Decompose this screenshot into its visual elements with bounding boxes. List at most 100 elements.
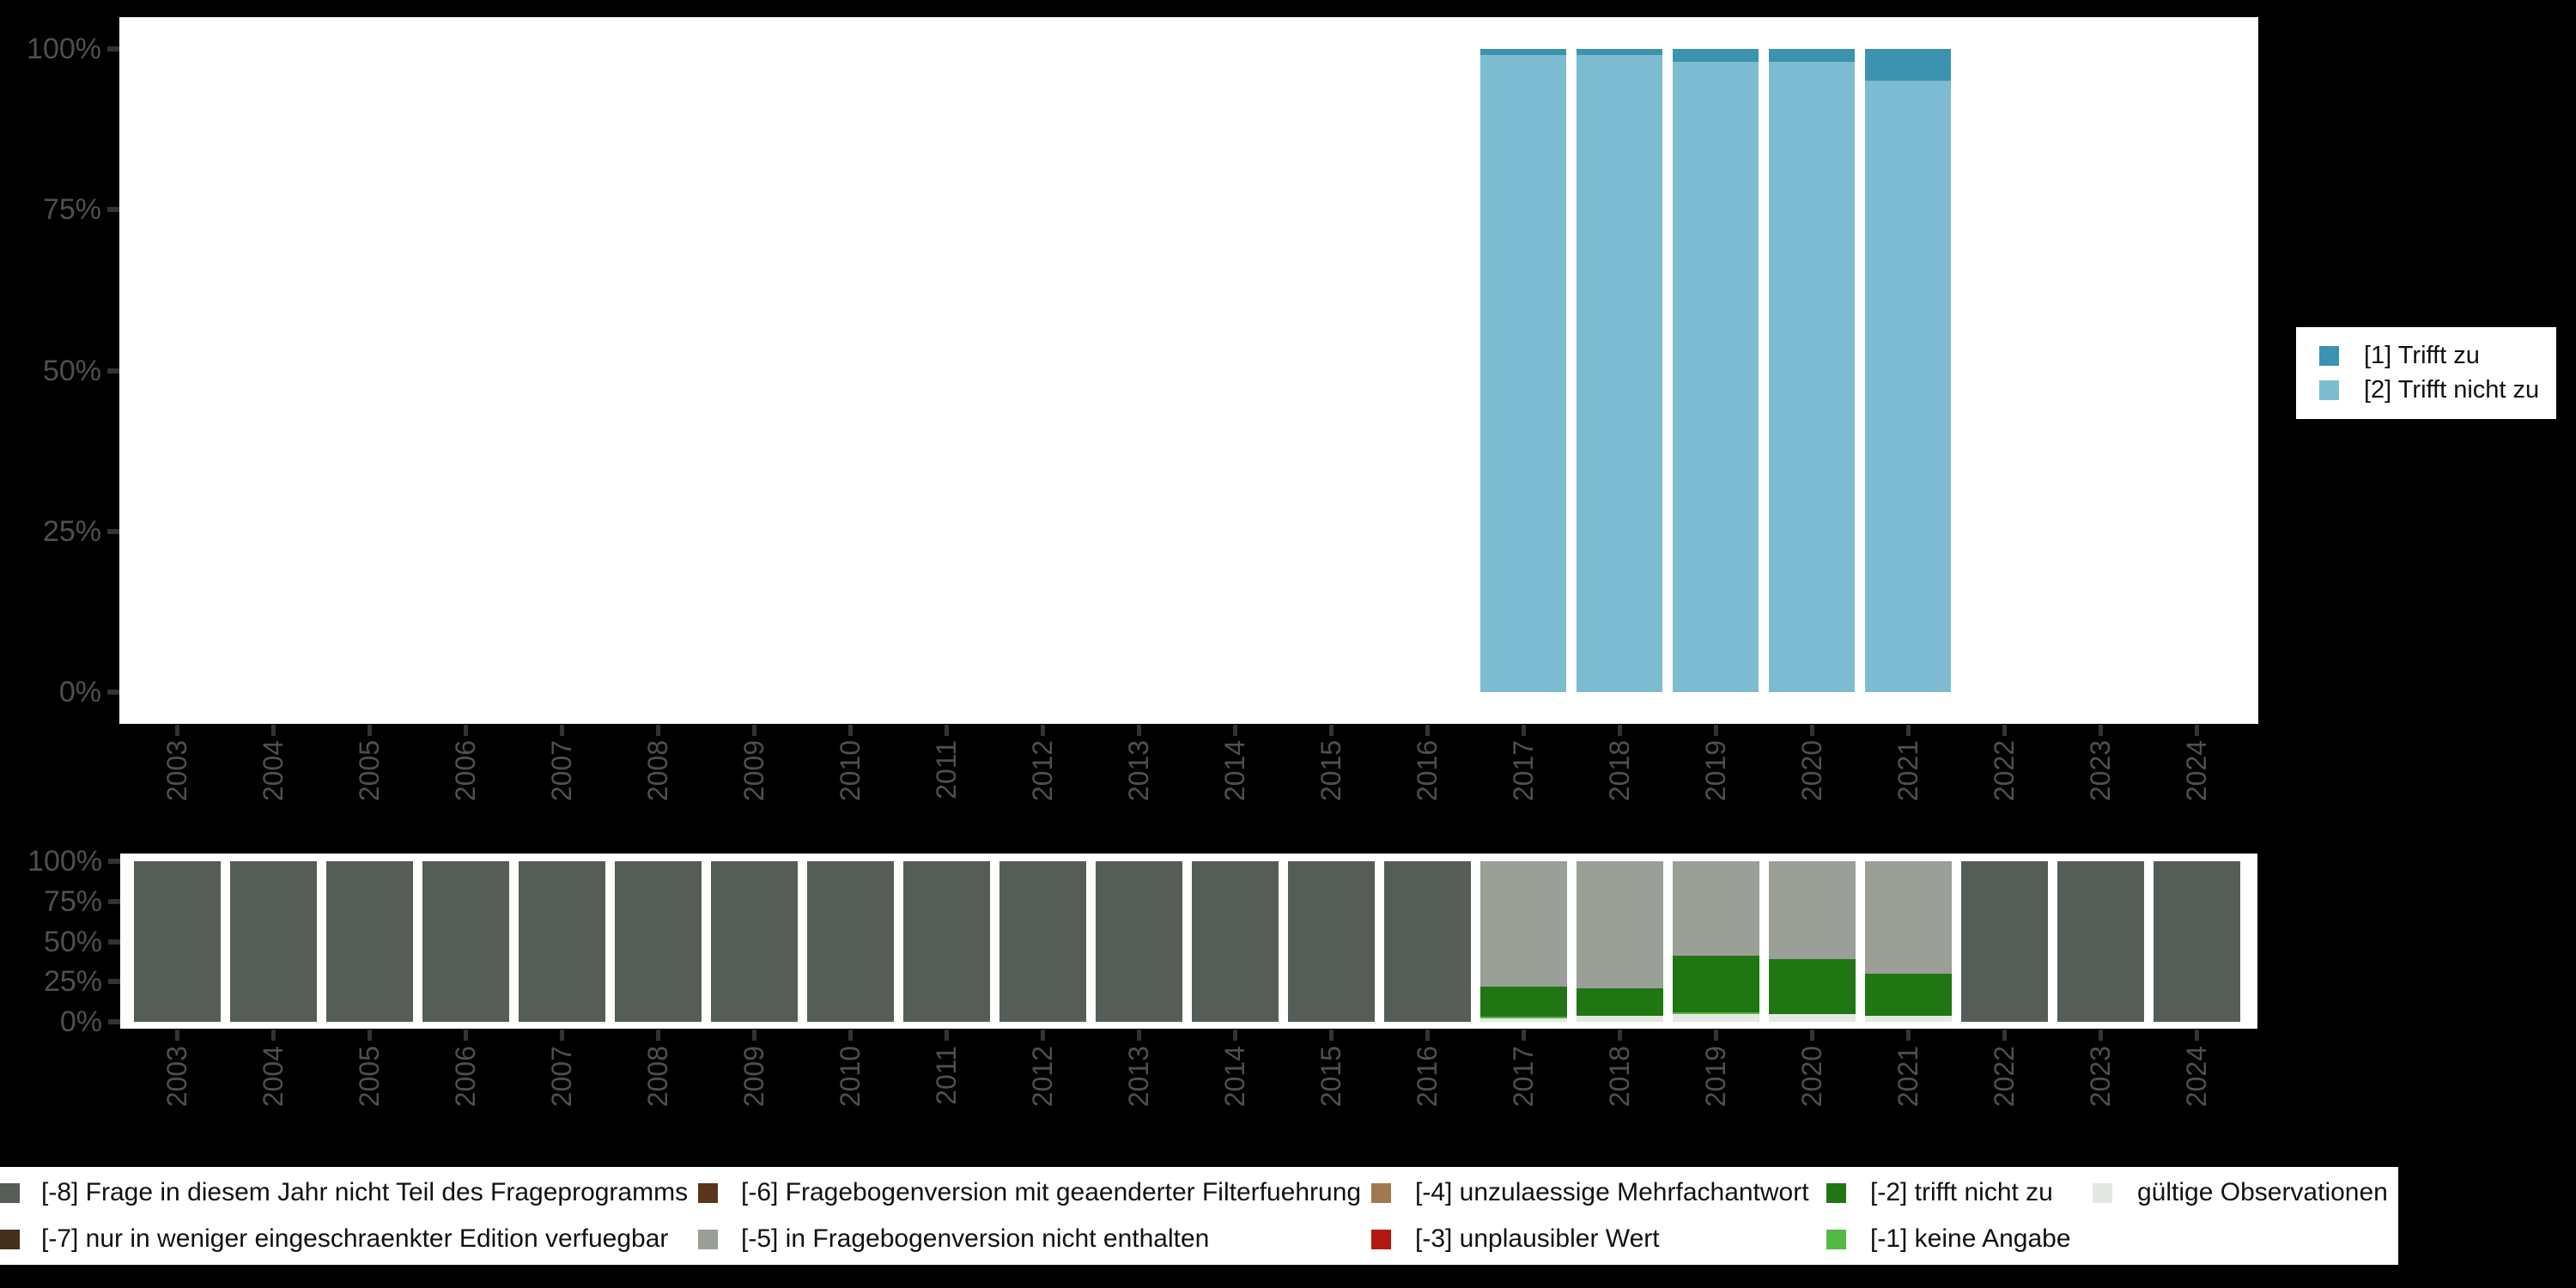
- legend-item-trifft-zu: [1] Trifft zu: [2296, 342, 2556, 370]
- x-axis-tick: [945, 725, 949, 736]
- missing-legend-swatch-icon: [1371, 1183, 1391, 1203]
- y-axis-tick-label: 100%: [27, 33, 101, 65]
- missing-legend-swatch-icon: [1826, 1183, 1846, 1203]
- bar-segment-2024: [2153, 861, 2240, 1022]
- legend-item-trifft-nicht-zu: [2] Trifft nicht zu: [2296, 376, 2556, 404]
- y-axis-tick: [108, 979, 120, 985]
- bar-segment-2004: [229, 861, 317, 1022]
- x-axis-year-label: 2017: [1508, 1046, 1539, 1108]
- x-axis-year-label: 2006: [450, 740, 481, 802]
- bar-segment-2021: [1865, 81, 1951, 692]
- bar-segment-2011: [902, 861, 990, 1022]
- missing-legend-swatch-icon: [0, 1183, 20, 1203]
- bar-segment-2018: [1576, 987, 1663, 1016]
- bar-segment-2019: [1673, 61, 1759, 692]
- x-axis-tick: [1233, 1030, 1237, 1041]
- bar-segment-2017: [1479, 986, 1567, 1018]
- missing-legend-label: [-1] keine Angabe: [1870, 1224, 2071, 1253]
- bar-segment-2021: [1864, 973, 1952, 1016]
- bar-segment-2021: [1865, 49, 1951, 82]
- x-axis-tick: [1425, 1030, 1430, 1041]
- x-axis-year-label: 2020: [1796, 1046, 1827, 1108]
- missing-legend-label: [-8] Frage in diesem Jahr nicht Teil des…: [41, 1178, 689, 1206]
- bar-segment-2021: [1864, 861, 1952, 974]
- bar-segment-2019: [1672, 861, 1759, 957]
- bar-segment-2017: [1480, 49, 1566, 56]
- y-axis-tick-label: 0%: [58, 676, 101, 708]
- x-axis-tick: [945, 1030, 949, 1041]
- missing-legend-swatch-icon: [2093, 1183, 2112, 1203]
- missing-legend-label: [-6] Fragebogenversion mit geaenderter F…: [741, 1178, 1362, 1206]
- x-axis-year-label: 2011: [931, 740, 962, 799]
- bar-segment-2020: [1769, 61, 1855, 692]
- bar-segment-2019: [1672, 1013, 1759, 1022]
- bar-segment-2022: [1960, 861, 2048, 1022]
- x-axis-year-label: 2008: [642, 740, 673, 802]
- x-axis-tick: [1329, 1030, 1334, 1041]
- missing-legend-swatch-icon: [0, 1230, 20, 1249]
- bar-segment-2019: [1673, 49, 1759, 62]
- bar-segment-2012: [999, 861, 1086, 1022]
- y-axis-tick: [107, 368, 119, 374]
- bar-segment-2010: [806, 861, 894, 1022]
- x-axis-year-label: 2022: [1989, 1046, 2020, 1108]
- bar-segment-2007: [518, 861, 605, 1022]
- x-axis-year-label: 2005: [354, 740, 385, 802]
- x-axis-year-label: 2023: [2085, 740, 2116, 802]
- x-axis-tick: [1425, 725, 1430, 736]
- x-axis-tick: [2099, 725, 2103, 736]
- x-axis-tick: [1137, 725, 1141, 736]
- x-axis-year-label: 2007: [546, 740, 577, 802]
- missing-legend-label: [-2] trifft nicht zu: [1870, 1178, 2053, 1206]
- x-axis-tick: [752, 725, 756, 736]
- x-axis-year-label: 2016: [1412, 1046, 1443, 1108]
- y-axis-tick: [108, 939, 120, 945]
- y-axis-tick: [108, 859, 120, 864]
- x-axis-tick: [1810, 1030, 1814, 1041]
- x-axis-year-label: 2004: [258, 740, 289, 802]
- x-axis-tick: [2195, 1030, 2199, 1041]
- x-axis-tick: [560, 1030, 564, 1041]
- x-axis-year-label: 2018: [1604, 1046, 1635, 1108]
- bar-segment-2018: [1577, 49, 1662, 56]
- x-axis-tick: [1041, 725, 1045, 736]
- bar-segment-2008: [614, 861, 702, 1022]
- x-axis-tick: [1137, 1030, 1141, 1041]
- x-axis-tick: [560, 725, 564, 736]
- y-axis-tick: [107, 690, 119, 695]
- x-axis-tick: [2002, 725, 2007, 736]
- bar-segment-2019: [1672, 956, 1759, 1012]
- y-axis-tick: [107, 46, 119, 52]
- x-axis-tick: [175, 1030, 179, 1041]
- x-axis-year-label: 2024: [2181, 1046, 2212, 1108]
- missings-legend: [-8] Frage in diesem Jahr nicht Teil des…: [0, 1167, 2398, 1265]
- bar-segment-2018: [1576, 861, 1663, 988]
- x-axis-tick: [271, 725, 276, 736]
- y-axis-tick: [108, 898, 120, 904]
- x-axis-tick: [368, 1030, 372, 1041]
- y-axis-tick-label: 50%: [43, 925, 102, 958]
- y-axis-tick: [107, 528, 119, 534]
- bar-segment-2006: [422, 861, 509, 1022]
- y-axis-tick-label: 0%: [59, 1005, 102, 1038]
- y-axis-tick: [107, 207, 119, 213]
- bar-segment-2020: [1769, 49, 1855, 62]
- x-axis-tick: [1906, 725, 1911, 736]
- bar-segment-2023: [2057, 861, 2144, 1022]
- bar-segment-2015: [1287, 861, 1375, 1022]
- x-axis-year-label: 2024: [2181, 740, 2212, 802]
- y-axis-tick: [108, 1019, 120, 1024]
- y-axis-tick-label: 75%: [43, 884, 102, 918]
- x-axis-tick: [1714, 725, 1718, 736]
- x-axis-year-label: 2010: [835, 740, 866, 802]
- x-axis-tick: [1233, 725, 1237, 736]
- x-axis-tick: [1714, 1030, 1718, 1041]
- trifft-nicht-zu-swatch-icon: [2319, 380, 2339, 400]
- missing-legend-swatch-icon: [1826, 1230, 1846, 1249]
- x-axis-year-label: 2011: [931, 1046, 962, 1105]
- x-axis-year-label: 2013: [1123, 740, 1154, 802]
- y-axis-tick-label: 25%: [43, 965, 102, 999]
- bar-segment-2021: [1864, 1015, 1952, 1022]
- x-axis-year-label: 2015: [1315, 1046, 1346, 1108]
- x-axis-tick: [368, 725, 372, 736]
